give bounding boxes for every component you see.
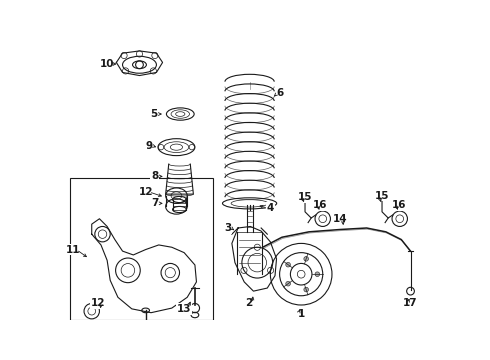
Text: 13: 13 [177,304,192,314]
Text: 2: 2 [245,298,252,309]
Text: 5: 5 [150,109,158,119]
Text: 7: 7 [151,198,159,208]
Text: 9: 9 [145,141,152,150]
Circle shape [286,282,291,286]
Text: 1: 1 [297,309,305,319]
Bar [70,178,213,320]
Circle shape [315,272,319,276]
Text: 15: 15 [375,191,389,201]
Text: 14: 14 [332,214,347,224]
Text: 3: 3 [224,223,232,233]
Circle shape [304,257,309,261]
Text: 4: 4 [267,203,274,213]
Text: 6: 6 [277,88,284,98]
Text: 10: 10 [100,59,114,69]
Text: 16: 16 [392,200,406,210]
Text: 12: 12 [91,298,105,309]
Text: 15: 15 [298,192,312,202]
Text: 8: 8 [151,171,158,181]
Text: 12: 12 [138,187,153,197]
Text: 11: 11 [66,244,80,255]
Text: 16: 16 [313,200,328,210]
Text: 17: 17 [403,298,418,309]
Circle shape [286,262,291,267]
Circle shape [304,287,309,292]
